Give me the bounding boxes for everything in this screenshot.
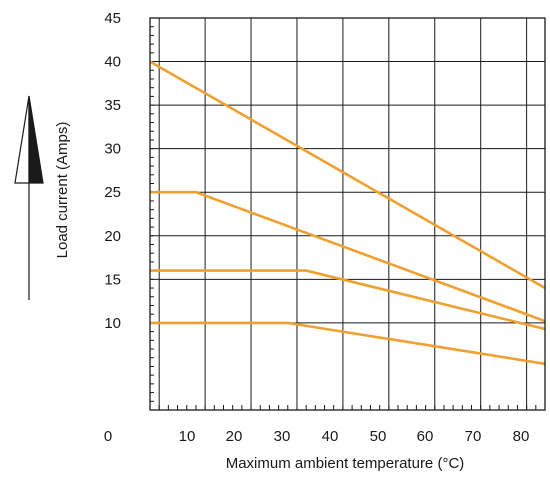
grid	[150, 18, 545, 410]
y-tick-label: 30	[104, 141, 121, 158]
indicator-head-right	[29, 96, 43, 183]
x-tick-label: 0	[104, 428, 112, 445]
x-tick-labels: 0 10 20 30 40 50 60 70 80	[104, 428, 530, 445]
y-axis-title: Load current (Amps)	[54, 122, 71, 259]
minor-ticks	[150, 18, 545, 410]
y-tick-label: 40	[104, 54, 121, 71]
y-tick-label: 10	[104, 315, 121, 332]
y-tick-label: 45	[104, 10, 121, 27]
x-tick-label: 80	[513, 428, 530, 445]
x-tick-label: 60	[417, 428, 434, 445]
arrow-up-icon	[15, 96, 43, 300]
plot-frame	[150, 18, 545, 410]
y-tick-label: 20	[104, 228, 121, 245]
y-tick-label: 35	[104, 97, 121, 114]
x-tick-label: 10	[179, 428, 196, 445]
x-tick-label: 70	[465, 428, 482, 445]
y-tick-label: 25	[104, 184, 121, 201]
y-tick-labels: 10 15 20 25 30 35 40 45	[104, 10, 121, 332]
indicator-head-left	[15, 96, 29, 183]
x-tick-label: 20	[226, 428, 243, 445]
x-tick-label: 30	[274, 428, 291, 445]
series-lines	[150, 62, 545, 364]
x-tick-label: 50	[370, 428, 387, 445]
x-tick-label: 40	[322, 428, 339, 445]
series-line-2	[150, 192, 545, 321]
axes	[150, 18, 545, 410]
series-line-1	[150, 62, 545, 288]
x-axis-title: Maximum ambient temperature (°C)	[226, 455, 465, 472]
y-tick-label: 15	[104, 271, 121, 288]
series-line-4	[150, 323, 545, 364]
